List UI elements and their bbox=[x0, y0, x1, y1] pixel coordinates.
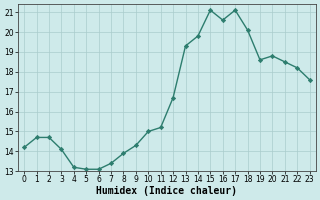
X-axis label: Humidex (Indice chaleur): Humidex (Indice chaleur) bbox=[96, 186, 237, 196]
